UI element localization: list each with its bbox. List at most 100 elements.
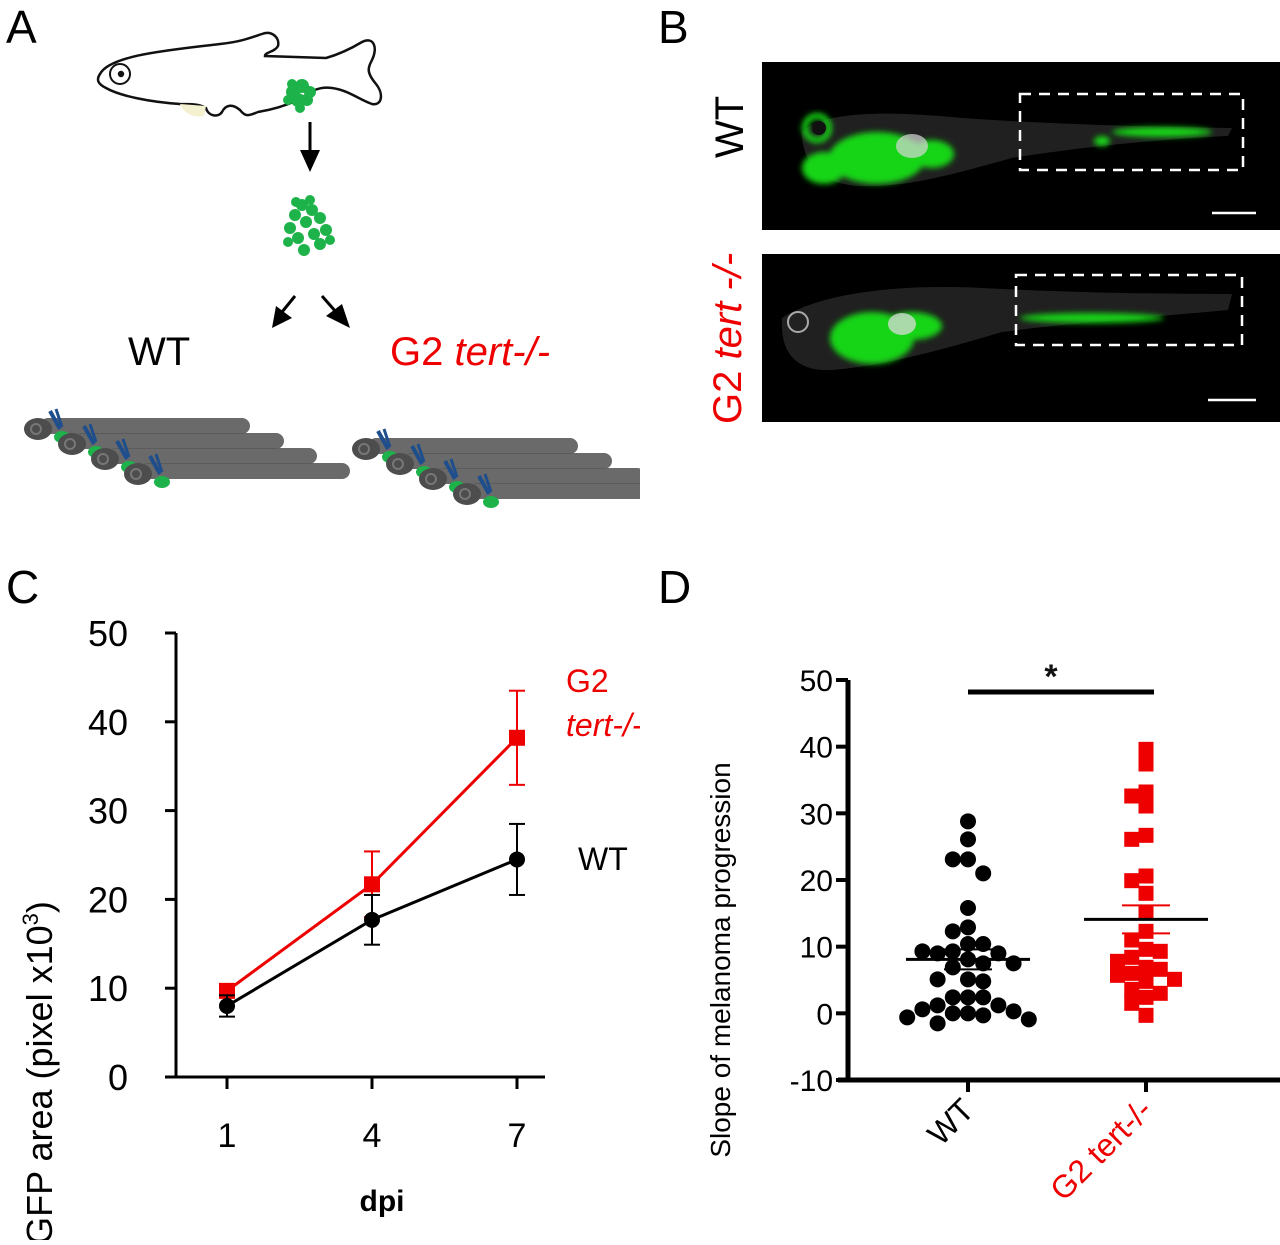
d-point-circle <box>975 1007 992 1024</box>
larva-eye <box>30 423 42 435</box>
c-point-square <box>364 876 380 893</box>
d-point-circle <box>975 936 992 952</box>
injection-needle <box>88 423 98 443</box>
d-x-tick-labels: WT G2 tert-/- <box>920 1091 1159 1207</box>
larva-fluorescence-wt <box>802 92 1256 215</box>
c-y-tick-label: 50 <box>88 613 128 654</box>
c-x-tick-labels: 1 4 7 <box>218 1117 527 1155</box>
injection-needle <box>416 443 426 463</box>
c-y-tick-label: 30 <box>88 791 128 832</box>
arrow-split-right-icon <box>320 295 350 328</box>
larvae-group-wt <box>24 408 350 488</box>
d-points <box>899 741 1182 1032</box>
c-y-axis-label-sup: 3 <box>18 913 43 925</box>
c-point-circle <box>509 851 525 868</box>
injection-needle <box>382 428 392 448</box>
injection-needle <box>154 453 164 473</box>
injection-needle <box>54 408 64 428</box>
panel-letter-b: B <box>658 1 689 53</box>
d-point-circle <box>960 1005 976 1022</box>
d-point-circle <box>1005 955 1022 972</box>
larva-head <box>419 468 447 490</box>
d-point-circle <box>960 989 976 1006</box>
larva-head <box>24 418 52 440</box>
c-point-circle <box>219 997 235 1014</box>
d-point-square <box>1138 959 1154 975</box>
d-point-circle <box>944 923 961 940</box>
d-point-square <box>1167 971 1182 987</box>
c-y-tick-label: 40 <box>88 702 128 743</box>
group-label-g2: G2 tert-/- <box>390 330 550 375</box>
d-y-tick-label: 40 <box>800 732 833 765</box>
larva-eye <box>392 458 404 470</box>
d-mean-lines <box>906 904 1208 971</box>
d-point-square <box>1124 831 1140 847</box>
c-x-tick-label: 1 <box>218 1117 237 1155</box>
d-point-square <box>1138 784 1154 800</box>
d-point-circle <box>1005 1003 1022 1020</box>
larva-head <box>352 438 380 460</box>
d-point-circle <box>960 971 976 988</box>
injection-needle <box>477 475 491 495</box>
d-point-circle <box>990 945 1007 962</box>
c-y-tick-labels: 0 10 20 30 40 50 <box>88 613 128 1098</box>
row-label-g2: G2 tert -/- <box>706 253 751 424</box>
larva-head <box>453 483 481 505</box>
d-point-circle <box>975 865 992 882</box>
d-point-circle <box>929 971 946 988</box>
injection-needle <box>148 455 162 475</box>
c-x-tick-label: 7 <box>508 1117 527 1155</box>
d-axes <box>836 678 1280 1092</box>
larva-body <box>402 453 612 469</box>
larva-fluorescence-g2 <box>781 273 1256 402</box>
d-point-square <box>1110 967 1125 983</box>
d-point-circle <box>960 900 976 916</box>
c-legend-g2-line2: tert-/- <box>566 707 640 743</box>
d-point-circle <box>990 997 1007 1014</box>
c-axes <box>165 631 545 1089</box>
injection-needle <box>410 445 424 465</box>
d-point-square <box>1124 932 1140 948</box>
d-point-circle <box>960 851 976 868</box>
larva-head <box>386 453 414 475</box>
chart-d-slope: -10 0 10 20 30 40 50 WT G2 tert-/- Slope of mel… <box>705 658 1280 1207</box>
d-point-circle <box>944 943 961 960</box>
panel-letter-d: D <box>658 561 692 613</box>
d-point-circle <box>975 973 992 990</box>
d-point-circle <box>960 831 976 848</box>
d-point-circle <box>914 943 931 960</box>
larva-body <box>40 418 250 434</box>
panel-letter-a: A <box>6 1 37 53</box>
c-point-square <box>509 729 525 746</box>
c-series <box>219 689 525 1018</box>
d-point-circle <box>929 997 946 1014</box>
d-x-tick-label: G2 tert-/- <box>1043 1091 1159 1207</box>
c-series-g2 <box>219 689 525 999</box>
d-point-circle <box>944 959 961 976</box>
d-point-circle <box>944 1005 961 1022</box>
d-point-square <box>1152 943 1168 959</box>
larva-eye <box>358 443 370 455</box>
d-y-tick-label: 50 <box>800 665 833 698</box>
d-point-square <box>1138 904 1154 920</box>
adult-fish-icon <box>96 31 383 117</box>
d-y-tick-labels: -10 0 10 20 30 40 50 <box>790 665 833 1098</box>
c-series-wt <box>219 822 525 1018</box>
group-label-wt: WT <box>128 330 191 374</box>
c-y-tick-label: 0 <box>108 1057 128 1098</box>
d-y-tick-label: -10 <box>790 1065 833 1098</box>
d-point-square <box>1138 756 1154 772</box>
larva-eye <box>97 453 109 465</box>
d-series-g2 <box>1110 741 1182 1023</box>
d-point-circle <box>944 989 961 1006</box>
injection-needle <box>443 460 457 480</box>
row-label-wt: WT <box>708 95 752 158</box>
d-point-square <box>1138 923 1154 939</box>
c-point-circle <box>364 911 380 928</box>
tumor-cluster-icon <box>283 79 316 113</box>
d-point-circle <box>929 1015 946 1032</box>
c-y-tick-label: 10 <box>88 968 128 1009</box>
injection-needle <box>449 458 459 478</box>
group-label-g2-genotype: tert-/- <box>454 330 551 374</box>
d-point-square <box>1124 995 1140 1011</box>
